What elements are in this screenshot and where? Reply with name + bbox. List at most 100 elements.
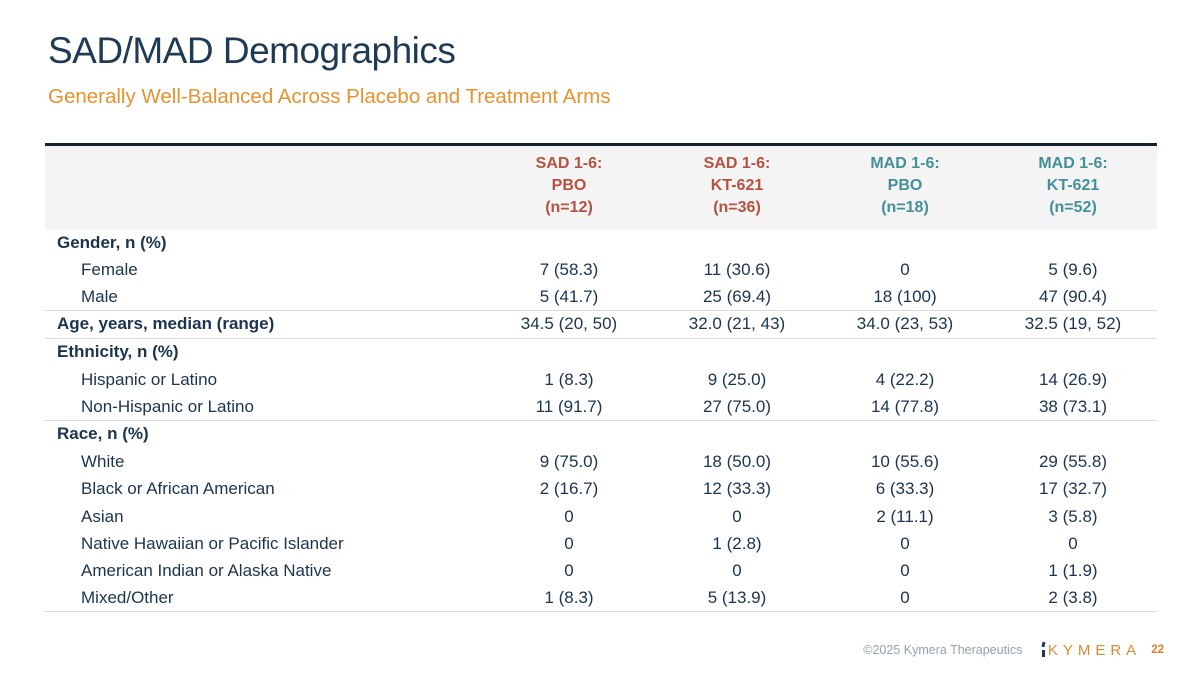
cell-value: 14 (26.9) bbox=[1038, 369, 1108, 389]
footer: ©2025 Kymera Therapeutics KYMERA 22 bbox=[863, 638, 1164, 662]
cell-value: 4 (22.2) bbox=[875, 369, 935, 389]
row-label: Asian bbox=[81, 506, 124, 526]
cell-value: 2 (16.7) bbox=[539, 479, 599, 499]
cell-value: 47 (90.4) bbox=[1038, 286, 1108, 306]
cell-value: 18 (100) bbox=[873, 286, 937, 306]
table-row: Mixed/Other 1 (8.3) 5 (13.9) 0 2 (3.8) bbox=[45, 585, 1157, 613]
cell-value: 6 (33.3) bbox=[875, 479, 935, 499]
page-title: SAD/MAD Demographics bbox=[48, 30, 456, 71]
table-row: Non-Hispanic or Latino 11 (91.7) 27 (75.0)… bbox=[45, 393, 1157, 421]
table-column-header-line: SAD 1-6: bbox=[703, 155, 771, 172]
cell-value: 9 (75.0) bbox=[539, 451, 599, 471]
cell-value: 18 (50.0) bbox=[702, 451, 772, 471]
cell-value: 9 (25.0) bbox=[707, 369, 767, 389]
table-column-header-line: MAD 1-6: bbox=[1038, 155, 1108, 172]
table-column-header: SAD 1-6: KT-621 (n=36) bbox=[653, 153, 821, 219]
cell-value: 7 (58.3) bbox=[539, 260, 599, 280]
table-row: Black or African American 2 (16.7) 12 (33.… bbox=[45, 476, 1157, 503]
cell-value: 2 (11.1) bbox=[876, 506, 934, 526]
cell-value: 0 bbox=[900, 260, 910, 280]
row-label: Black or African American bbox=[81, 479, 275, 499]
kymera-logo-mark-icon bbox=[1041, 641, 1046, 657]
cell-value: 0 bbox=[732, 561, 742, 581]
cell-value: 34.0 (23, 53) bbox=[856, 314, 954, 334]
cell-value: 11 (30.6) bbox=[703, 260, 771, 280]
cell-value: 32.5 (19, 52) bbox=[1024, 314, 1122, 334]
row-label: Mixed/Other bbox=[81, 588, 174, 608]
cell-value: 5 (13.9) bbox=[707, 588, 767, 608]
table-column-header-line: KT-621 bbox=[710, 177, 764, 194]
cell-value: 1 (1.9) bbox=[1048, 561, 1098, 581]
demographics-table: SAD 1-6: PBO (n=12) SAD 1-6: KT-621 (n=36) MAD… bbox=[45, 143, 1157, 613]
row-label: Age, years, median (range) bbox=[57, 314, 275, 334]
cell-value: 17 (32.7) bbox=[1038, 479, 1108, 499]
cell-value: 3 (5.8) bbox=[1048, 506, 1098, 526]
cell-value: 1 (2.8) bbox=[712, 533, 762, 553]
table-row: Gender, n (%) bbox=[45, 229, 1157, 256]
cell-value: 11 (91.7) bbox=[535, 396, 603, 416]
table-row: White 9 (75.0) 18 (50.0) 10 (55.6) 29 (55.8) bbox=[45, 448, 1157, 475]
cell-value: 34.5 (20, 50) bbox=[520, 314, 618, 334]
row-label: American Indian or Alaska Native bbox=[81, 561, 332, 581]
table-row: Female 7 (58.3) 11 (30.6) 0 5 (9.6) bbox=[45, 256, 1157, 283]
page-number: 22 bbox=[1151, 644, 1164, 656]
table-column-header-line: KT-621 bbox=[1046, 177, 1100, 194]
table-column-header-line: PBO bbox=[551, 177, 587, 194]
page-subtitle: Generally Well-Balanced Across Placebo a… bbox=[48, 85, 611, 108]
row-label: White bbox=[81, 451, 125, 471]
cell-value: 25 (69.4) bbox=[702, 286, 772, 306]
table-column-header-line: (n=52) bbox=[1049, 199, 1097, 216]
cell-value: 1 (8.3) bbox=[544, 369, 594, 389]
cell-value: 2 (3.8) bbox=[1048, 588, 1098, 608]
cell-value: 0 bbox=[564, 533, 574, 553]
cell-value: 0 bbox=[900, 588, 910, 608]
cell-value: 32.0 (21, 43) bbox=[688, 314, 786, 334]
cell-value: 38 (73.1) bbox=[1038, 396, 1108, 416]
row-label: Male bbox=[81, 286, 118, 306]
row-label: Non-Hispanic or Latino bbox=[81, 396, 254, 416]
row-label: Ethnicity, n (%) bbox=[57, 342, 179, 362]
cell-value: 29 (55.8) bbox=[1038, 451, 1108, 471]
kymera-logo: KYMERA bbox=[1041, 641, 1142, 659]
table-column-header: MAD 1-6: KT-621 (n=52) bbox=[989, 153, 1157, 219]
cell-value: 0 bbox=[900, 561, 910, 581]
table-row: Asian 0 0 2 (11.1) 3 (5.8) bbox=[45, 503, 1157, 530]
table-row: American Indian or Alaska Native 0 0 0 1 (1.… bbox=[45, 558, 1157, 585]
kymera-logo-text: KYMERA bbox=[1047, 641, 1142, 659]
copyright-text: ©2025 Kymera Therapeutics bbox=[863, 643, 1023, 657]
table-row: Race, n (%) bbox=[45, 421, 1157, 448]
row-label: Female bbox=[81, 260, 138, 280]
cell-value: 0 bbox=[1068, 533, 1078, 553]
cell-value: 0 bbox=[732, 506, 742, 526]
table-column-header-line: (n=12) bbox=[545, 199, 593, 216]
table-row: Male 5 (41.7) 25 (69.4) 18 (100) 47 (90.4) bbox=[45, 284, 1157, 312]
table-row: Ethnicity, n (%) bbox=[45, 339, 1157, 366]
cell-value: 12 (33.3) bbox=[702, 479, 772, 499]
table-row: Age, years, median (range) 34.5 (20, 50) 3… bbox=[45, 311, 1157, 339]
table-column-header-line: SAD 1-6: bbox=[535, 155, 603, 172]
table-column-header-line: (n=36) bbox=[713, 199, 761, 216]
cell-value: 1 (8.3) bbox=[544, 588, 594, 608]
table-column-header-line: (n=18) bbox=[881, 199, 929, 216]
cell-value: 0 bbox=[564, 561, 574, 581]
row-label: Race, n (%) bbox=[57, 424, 149, 444]
table-header-row: SAD 1-6: PBO (n=12) SAD 1-6: KT-621 (n=36) MAD… bbox=[45, 143, 1157, 229]
row-label: Hispanic or Latino bbox=[81, 369, 218, 389]
table-body: Gender, n (%) Female 7 (58.3) 11 (30.6) 0 5 (… bbox=[45, 229, 1157, 613]
table-column-header-line: MAD 1-6: bbox=[870, 155, 940, 172]
table-column-header: SAD 1-6: PBO (n=12) bbox=[485, 153, 653, 219]
cell-value: 5 (9.6) bbox=[1048, 260, 1098, 280]
row-label: Native Hawaiian or Pacific Islander bbox=[81, 533, 344, 553]
table-header-blank-cell bbox=[45, 153, 485, 219]
cell-value: 5 (41.7) bbox=[539, 286, 599, 306]
table-column-header: MAD 1-6: PBO (n=18) bbox=[821, 153, 989, 219]
cell-value: 0 bbox=[900, 533, 910, 553]
table-row: Hispanic or Latino 1 (8.3) 9 (25.0) 4 (22.2… bbox=[45, 366, 1157, 393]
row-label: Gender, n (%) bbox=[57, 232, 167, 252]
table-row: Native Hawaiian or Pacific Islander 0 1 (2… bbox=[45, 530, 1157, 557]
cell-value: 14 (77.8) bbox=[870, 396, 940, 416]
cell-value: 27 (75.0) bbox=[702, 396, 772, 416]
cell-value: 0 bbox=[564, 506, 574, 526]
table-column-header-line: PBO bbox=[887, 177, 923, 194]
